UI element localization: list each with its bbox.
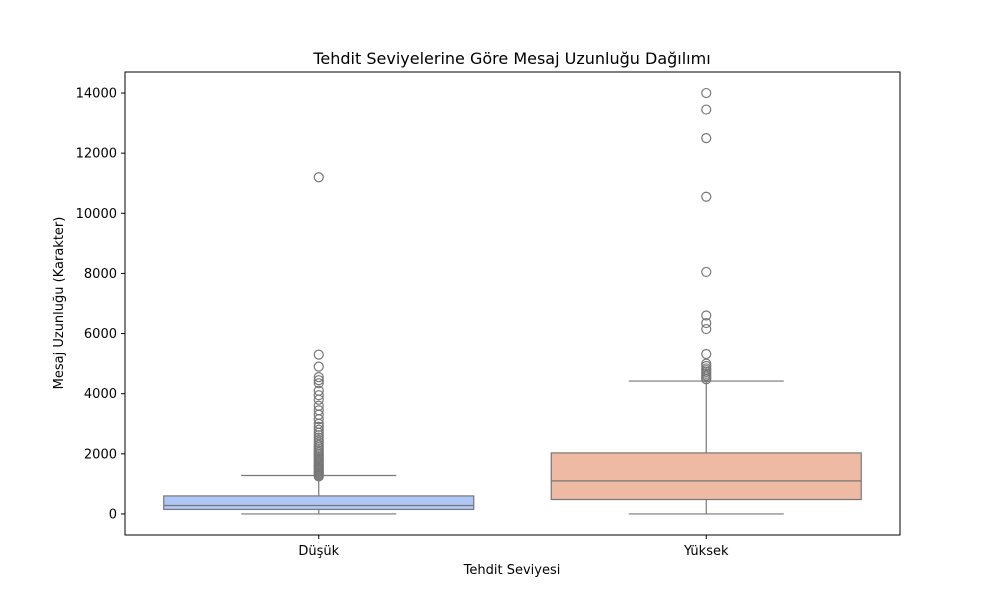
outlier-point <box>701 323 712 335</box>
y-tick-label: 8000 <box>84 267 117 282</box>
outlier-point <box>701 363 712 374</box>
y-tick-label: 6000 <box>84 327 117 342</box>
outlier-point <box>701 104 712 115</box>
iqr-box <box>550 452 862 501</box>
outlier-point <box>313 375 324 386</box>
plot-area <box>124 71 901 536</box>
boxes-layer <box>163 87 862 515</box>
outlier-point <box>701 133 712 144</box>
outlier-point <box>313 434 324 446</box>
outlier-point <box>313 349 324 360</box>
y-tick-label: 12000 <box>76 147 117 162</box>
outlier-point <box>701 317 712 329</box>
outlier-point <box>313 421 324 432</box>
outlier-point <box>701 266 712 278</box>
chart-title: Tehdit Seviyelerine Göre Mesaj Uzunluğu … <box>312 49 710 68</box>
outlier-point <box>313 378 324 389</box>
y-tick-label: 2000 <box>84 447 117 462</box>
outlier-point <box>701 348 712 360</box>
outlier-point <box>313 172 324 183</box>
y-tick-label: 10000 <box>76 207 117 222</box>
outlier-point <box>313 372 324 383</box>
box-group-2 <box>550 87 862 515</box>
outlier-point <box>313 432 324 443</box>
outlier-point <box>313 361 324 372</box>
outlier-point <box>701 87 712 99</box>
axes-frame <box>124 71 901 536</box>
x-tick-label: Yüksek <box>683 544 729 559</box>
outlier-point <box>701 310 712 321</box>
outlier-point <box>313 424 324 435</box>
outlier-point <box>701 191 712 202</box>
y-tick-label: 0 <box>109 507 117 522</box>
outlier-point <box>313 437 324 448</box>
box-group-1 <box>163 172 475 515</box>
y-tick-label: 14000 <box>76 87 117 102</box>
outlier-point <box>313 390 324 401</box>
outlier-point <box>701 360 712 372</box>
y-axis-label: Mesaj Uzunluğu (Karakter) <box>52 217 67 390</box>
outlier-point <box>313 439 324 450</box>
outlier-point <box>313 400 324 411</box>
outlier-point <box>701 358 712 369</box>
iqr-box <box>163 495 475 511</box>
y-tick-label: 4000 <box>84 387 117 402</box>
x-axis: Düşük Yüksek <box>298 535 729 559</box>
outlier-point <box>313 385 324 396</box>
x-tick-label: Düşük <box>298 544 339 559</box>
outlier-point <box>313 405 324 416</box>
x-axis-label: Tehdit Seviyesi <box>463 563 561 578</box>
y-axis: 0 2000 4000 6000 8000 10000 12000 14000 <box>76 87 125 522</box>
